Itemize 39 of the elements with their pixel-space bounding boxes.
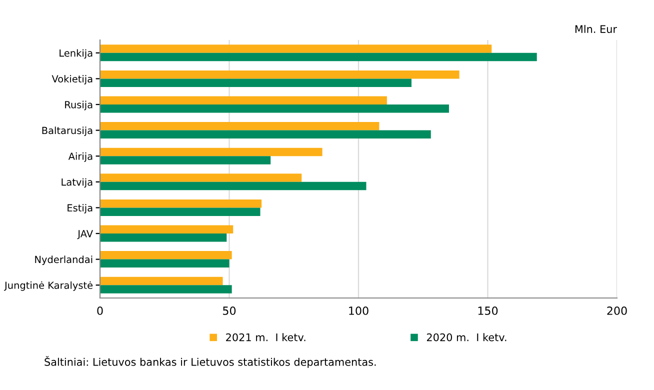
y-tick-label: Estija: [68, 204, 92, 214]
bar: [100, 96, 387, 104]
bar: [100, 148, 322, 156]
x-tick-label: 150: [478, 306, 498, 315]
text: Šaltiniai: Lietuvos bankas ir Lietuvos statistikos departamentas.: [44, 356, 376, 368]
y-tick-label: Rusija: [65, 100, 92, 110]
y-tick-label: JAV: [77, 230, 93, 240]
legend-label: 2021 m. I ketv.: [226, 333, 306, 342]
bar: [100, 104, 449, 113]
bar: [100, 182, 366, 190]
bar: [100, 174, 302, 182]
x-axis-title: Mln. Eur: [575, 24, 617, 34]
y-tick-label: Airija: [68, 152, 92, 162]
bar: [100, 285, 232, 294]
bar: [100, 276, 223, 286]
x-tick-label: 0: [97, 306, 103, 315]
y-tick-label: Lenkija: [60, 49, 92, 59]
bar: [100, 259, 230, 268]
y-tick-label: Vokietija: [52, 75, 92, 84]
y-tick-label: Latvija: [62, 178, 92, 188]
y-tick-label: Baltarusija: [42, 126, 92, 136]
bar: [100, 156, 271, 164]
bar: [100, 251, 232, 260]
bar: [100, 199, 262, 208]
bar: [100, 234, 227, 242]
bar: [100, 225, 234, 234]
bar: [100, 44, 492, 53]
y-tick-label: Nyderlandai: [35, 256, 92, 266]
x-tick-label: 200: [607, 306, 627, 315]
bar: [100, 52, 537, 62]
bar: [100, 122, 380, 130]
bar: [100, 78, 412, 87]
bar: [100, 130, 431, 139]
legend-label: 2020 m. I ketv.: [426, 333, 506, 342]
bar: [100, 70, 460, 79]
y-tick-label: Jungtinė Karalystė: [4, 281, 93, 291]
x-tick-label: 50: [223, 306, 236, 315]
bar: [100, 208, 260, 216]
x-tick-label: 100: [349, 306, 368, 315]
